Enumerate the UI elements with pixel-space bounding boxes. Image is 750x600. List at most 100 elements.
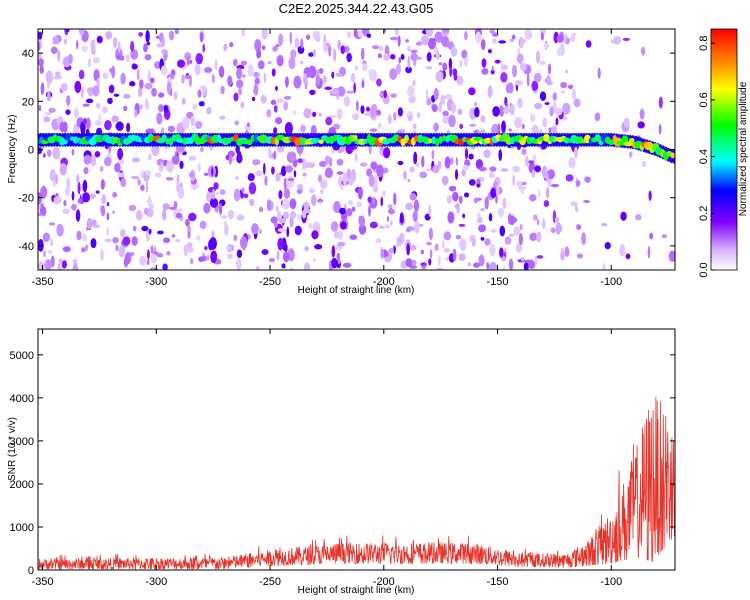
spectrogram-marks xyxy=(38,29,675,270)
noise-blob xyxy=(131,236,138,246)
noise-blob xyxy=(420,35,429,46)
noise-blob xyxy=(59,121,65,133)
noise-blob xyxy=(503,106,511,114)
noise-blob xyxy=(492,38,497,44)
noise-blob xyxy=(529,32,533,39)
noise-blob xyxy=(434,31,443,43)
noise-blob xyxy=(459,59,463,68)
noise-blob xyxy=(500,60,503,74)
noise-blob xyxy=(408,95,416,104)
noise-blob xyxy=(556,47,562,57)
noise-blob xyxy=(489,29,495,34)
noise-blob xyxy=(283,188,291,199)
noise-blob xyxy=(144,98,149,109)
noise-blob xyxy=(312,30,321,41)
noise-blob xyxy=(157,104,164,113)
x-tick-label: -350 xyxy=(32,276,54,288)
spectrogram-x-ticks: -350 -300 -250 -200 -150 -100 xyxy=(32,29,622,288)
noise-blob xyxy=(303,262,311,270)
noise-blob xyxy=(149,267,159,270)
noise-blob xyxy=(356,100,359,112)
noise-blob xyxy=(196,235,201,241)
noise-blob xyxy=(120,72,126,85)
noise-blob xyxy=(146,249,150,260)
noise-blob xyxy=(376,78,382,87)
noise-blob xyxy=(425,29,434,37)
noise-blob xyxy=(383,147,391,159)
noise-blob xyxy=(360,47,365,61)
noise-blob xyxy=(171,234,176,238)
noise-blob xyxy=(511,217,517,223)
noise-blob xyxy=(145,181,149,194)
noise-blob xyxy=(415,41,422,46)
noise-blob xyxy=(263,162,266,175)
noise-blob xyxy=(554,107,563,116)
noise-blob xyxy=(130,40,135,52)
noise-blob xyxy=(189,59,193,65)
noise-blob xyxy=(50,46,58,54)
noise-blob xyxy=(253,83,259,96)
noise-blob xyxy=(368,174,375,188)
noise-blob xyxy=(523,261,529,270)
noise-blob xyxy=(325,116,333,126)
noise-blob xyxy=(175,212,182,219)
noise-blob xyxy=(123,105,128,112)
noise-blob xyxy=(340,221,347,230)
noise-blob xyxy=(413,60,416,66)
noise-blob xyxy=(318,160,327,168)
noise-blob xyxy=(71,148,75,156)
noise-blob xyxy=(100,205,106,217)
ridge-blob xyxy=(435,138,440,147)
noise-blob xyxy=(539,91,547,102)
noise-blob xyxy=(112,236,119,244)
noise-blob xyxy=(160,65,168,76)
noise-blob xyxy=(328,45,332,57)
noise-blob xyxy=(384,224,391,229)
noise-blob xyxy=(442,29,449,33)
noise-blob xyxy=(573,98,581,108)
noise-blob xyxy=(294,37,300,49)
noise-blob xyxy=(211,167,214,177)
noise-blob xyxy=(148,153,152,161)
noise-blob xyxy=(517,97,523,109)
noise-blob xyxy=(77,181,81,195)
noise-blob xyxy=(309,89,316,96)
noise-blob xyxy=(474,107,480,118)
noise-blob xyxy=(73,107,79,119)
noise-blob xyxy=(516,53,524,64)
noise-blob xyxy=(623,117,630,128)
noise-blob xyxy=(585,40,592,48)
noise-blob xyxy=(38,192,42,205)
noise-blob xyxy=(241,187,245,194)
noise-blob xyxy=(168,30,175,41)
noise-blob xyxy=(489,243,496,257)
y-tick-label: 2000 xyxy=(10,479,34,491)
noise-blob xyxy=(75,209,81,222)
noise-blob xyxy=(518,233,523,246)
noise-blob xyxy=(358,224,367,235)
noise-blob xyxy=(351,112,360,121)
noise-blob xyxy=(405,39,409,43)
noise-blob xyxy=(414,221,420,234)
noise-blob xyxy=(453,74,458,81)
noise-blob xyxy=(443,247,451,253)
noise-blob xyxy=(513,226,520,236)
noise-blob xyxy=(40,185,48,199)
noise-blob xyxy=(260,97,266,102)
noise-blob xyxy=(256,49,262,59)
noise-blob xyxy=(289,31,293,45)
noise-blob xyxy=(459,123,464,130)
noise-blob xyxy=(416,56,422,60)
noise-blob xyxy=(399,212,404,224)
noise-blob xyxy=(145,29,150,43)
noise-blob xyxy=(38,104,42,112)
noise-blob xyxy=(52,147,61,160)
noise-blob xyxy=(435,51,440,60)
noise-blob xyxy=(361,80,365,89)
noise-blob xyxy=(309,187,315,194)
noise-blob xyxy=(597,67,601,79)
noise-blob xyxy=(128,204,137,212)
noise-blob xyxy=(56,223,64,237)
noise-blob xyxy=(249,198,255,207)
noise-blob xyxy=(500,72,508,83)
